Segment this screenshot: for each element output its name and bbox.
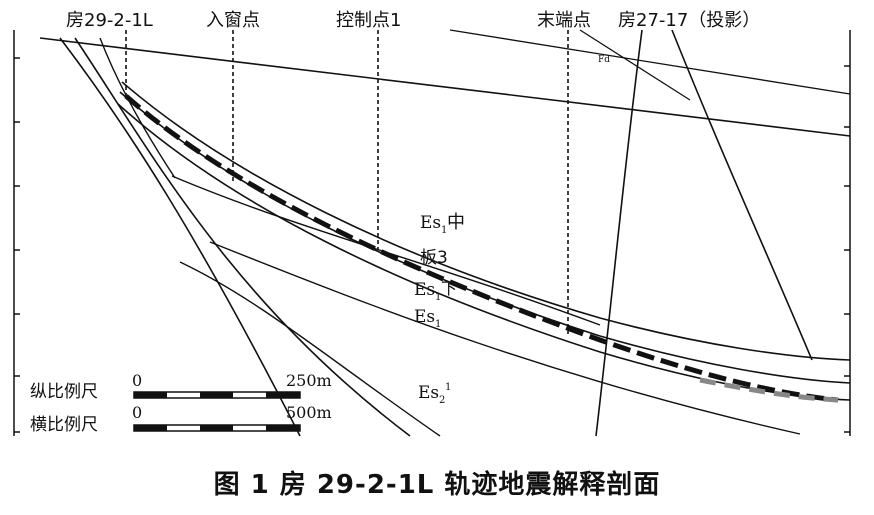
- horizon-fd-upper: [449, 29, 851, 95]
- es1-mid-label: Es 1 中: [420, 212, 465, 236]
- horizontal-scale: 横比例尺 0 500m: [30, 403, 332, 435]
- svg-text:中: 中: [447, 212, 465, 233]
- svg-text:Es: Es: [414, 307, 435, 327]
- es1-label: Es 1: [414, 307, 441, 330]
- svg-text:1: 1: [435, 319, 441, 330]
- vertical-scale: 纵比例尺 0 250m: [30, 371, 332, 402]
- projected-well-label: 房27-17（投影）: [618, 10, 760, 31]
- horizontal-scale-start: 0: [132, 403, 142, 422]
- horizontal-scale-label: 横比例尺: [30, 415, 98, 435]
- figure-caption: 图 1 房 29-2-1L 轨迹地震解释剖面: [213, 470, 661, 500]
- svg-text:1: 1: [435, 292, 441, 303]
- svg-text:Es: Es: [420, 213, 441, 233]
- fault-left-2: [74, 37, 411, 437]
- horizontal-scale-end: 500m: [286, 403, 332, 422]
- entry-point-label: 入窗点: [206, 10, 260, 31]
- fault-right-2: [671, 29, 813, 361]
- control-point-label: 控制点1: [336, 10, 401, 31]
- es1-low-label: Es 1 下: [414, 279, 457, 303]
- horizon-ban3: [119, 91, 851, 384]
- left-ticks: [14, 57, 20, 433]
- horizon-top: [39, 37, 851, 137]
- fault-upper-right: [579, 29, 691, 101]
- vertical-scale-start: 0: [132, 371, 142, 390]
- fault-left-3: [99, 37, 176, 179]
- svg-text:下: 下: [441, 279, 457, 298]
- ban3-label: 板3: [420, 248, 448, 268]
- fd-label: Fd: [598, 55, 610, 65]
- svg-text:Es: Es: [414, 280, 435, 300]
- es2-label: Es 2 1: [418, 382, 451, 406]
- well-trajectory: [124, 94, 839, 403]
- svg-text:Es: Es: [418, 383, 439, 403]
- fault-right-1: [595, 29, 643, 437]
- horizon-es1-low: [117, 103, 851, 401]
- well-label: 房29-2-1L: [66, 10, 153, 31]
- svg-text:2: 2: [439, 395, 445, 406]
- right-ticks: [844, 65, 850, 433]
- svg-text:1: 1: [441, 225, 447, 236]
- horizon-es1-a: [171, 175, 601, 326]
- horizon-es1-mid-top: [121, 81, 851, 361]
- vertical-scale-end: 250m: [286, 371, 332, 390]
- well-trajectory-projected: [699, 377, 839, 403]
- fault-left-1: [59, 37, 301, 437]
- vertical-scale-label: 纵比例尺: [30, 382, 98, 402]
- horizon-es2: [179, 261, 441, 437]
- seismic-profile: 房29-2-1L 入窗点 控制点1 末端点 房27-17（投影） Fd Es 1…: [13, 10, 851, 437]
- svg-text:1: 1: [445, 382, 451, 393]
- horizon-es1-base: [209, 241, 801, 435]
- end-point-label: 末端点: [537, 10, 591, 31]
